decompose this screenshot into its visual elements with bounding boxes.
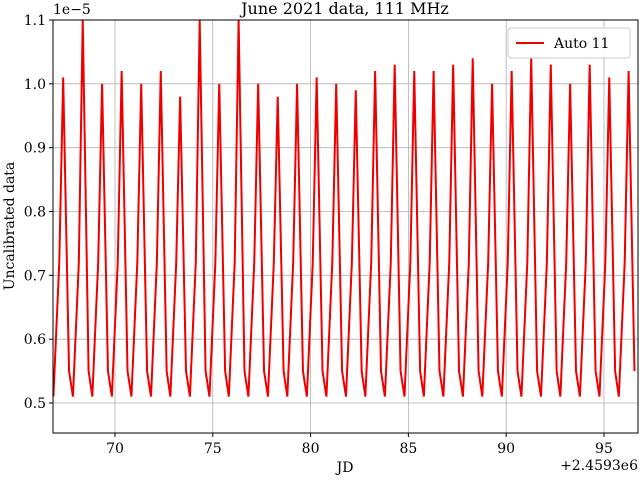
x-tick-label: 85 (399, 441, 417, 457)
x-tick-label: 95 (595, 441, 613, 457)
plot-frame (52, 19, 639, 434)
series-line (53, 20, 636, 397)
y-tick-label: 0.7 (24, 268, 46, 284)
x-offset-text: +2.4593e6 (560, 458, 638, 474)
x-tick-label: 90 (497, 441, 515, 457)
y-offset-text: 1e−5 (53, 2, 91, 18)
y-axis-label: Uncalibrated data (2, 162, 18, 291)
y-tick-label: 0.9 (24, 141, 46, 157)
y-tick-label: 1.0 (24, 77, 46, 93)
y-tick-label: 0.5 (24, 396, 46, 412)
x-axis-label: JD (335, 460, 354, 476)
y-tick-label: 0.8 (24, 204, 46, 220)
x-tick-label: 70 (106, 441, 124, 457)
legend-label: Auto 11 (553, 36, 609, 52)
x-tick-label: 80 (302, 441, 320, 457)
legend-box (507, 27, 631, 59)
y-tick-label: 1.1 (24, 13, 46, 29)
y-tick-label: 0.6 (24, 332, 46, 348)
chart-title: June 2021 data, 111 MHz (239, 0, 449, 18)
x-tick-label: 75 (204, 441, 222, 457)
